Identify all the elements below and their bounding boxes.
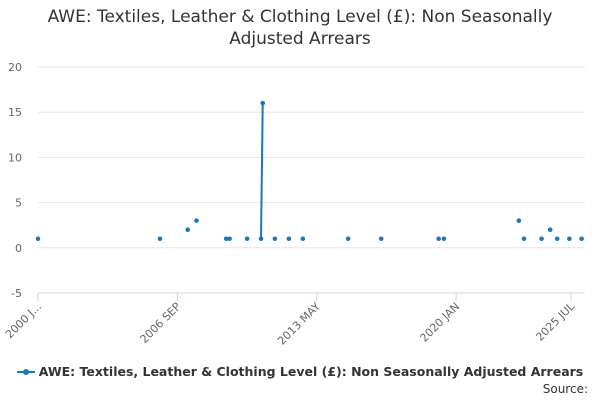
- data-point: [441, 236, 447, 242]
- data-point: [185, 227, 191, 233]
- data-point: [272, 236, 278, 242]
- data-point: [539, 236, 544, 242]
- data-point: [554, 236, 560, 242]
- series-line-segment: [260, 103, 264, 239]
- legend[interactable]: AWE: Textiles, Leather & Clothing Level …: [0, 364, 600, 380]
- data-point: [227, 236, 232, 242]
- data-point: [300, 236, 306, 242]
- y-tick-label: -5: [11, 287, 22, 300]
- legend-label: AWE: Textiles, Leather & Clothing Level …: [38, 364, 584, 379]
- series-layer: [35, 100, 584, 242]
- data-point: [436, 236, 441, 242]
- data-point: [547, 227, 553, 233]
- data-point: [345, 236, 351, 242]
- grid-lines: [38, 66, 585, 294]
- y-axis-ticks: -5 0 5 10 15 20: [8, 61, 22, 300]
- data-point: [157, 236, 163, 242]
- x-tick-label: 2013 MAY: [275, 300, 323, 348]
- data-point: [223, 236, 229, 242]
- chart-title: AWE: Textiles, Leather & Clothing Level …: [47, 7, 553, 49]
- y-tick-label: 10: [8, 151, 22, 164]
- legend-item[interactable]: AWE: Textiles, Leather & Clothing Level …: [16, 364, 584, 379]
- data-point: [35, 236, 41, 242]
- y-tick-label: 15: [8, 106, 22, 119]
- data-point: [567, 236, 572, 242]
- x-tick-label: 2025 JUL: [533, 299, 577, 343]
- y-tick-label: 0: [15, 242, 22, 255]
- data-point: [260, 100, 266, 106]
- data-point: [286, 236, 292, 242]
- x-axis: 2000 J... 2006 SEP 2013 MAY 2020 JAN 2025 JU…: [3, 292, 585, 348]
- data-point: [516, 218, 522, 223]
- data-point: [579, 236, 584, 242]
- source-label[interactable]: Source:: [542, 382, 588, 396]
- x-tick-label: 2020 JAN: [418, 300, 463, 345]
- data-point: [194, 218, 199, 223]
- data-point: [378, 236, 384, 242]
- data-point: [521, 236, 527, 242]
- y-tick-label: 5: [15, 197, 22, 210]
- x-tick-label: 2006 SEP: [137, 300, 183, 346]
- y-tick-label: 20: [8, 61, 22, 74]
- legend-line-marker-icon: [16, 367, 35, 377]
- data-point: [258, 236, 264, 242]
- data-point: [244, 236, 250, 242]
- x-tick-label: 2000 J...: [3, 300, 44, 341]
